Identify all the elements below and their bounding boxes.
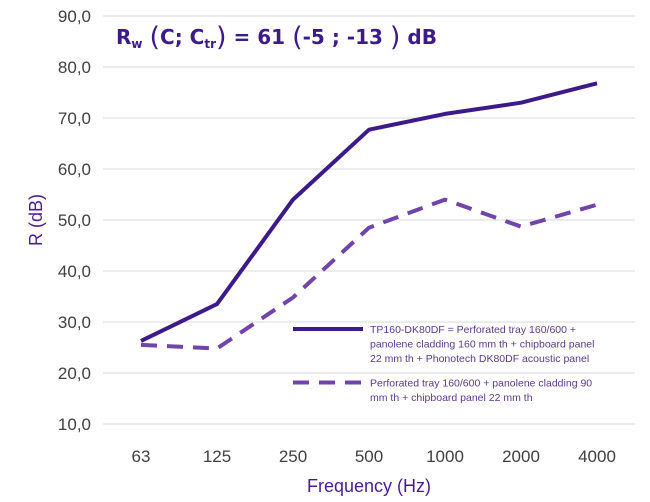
y-tick-label: 50,0 — [58, 211, 91, 230]
series-line-1 — [140, 81, 598, 343]
x-tick-label: 250 — [279, 447, 307, 466]
y-tick-label: 10,0 — [58, 415, 91, 434]
title-rw-value: 61 — [257, 25, 286, 49]
legend-label-2: mm th + chipboard panel 22 mm th — [370, 392, 533, 404]
x-tick-label: 500 — [355, 447, 383, 466]
x-tick-label: 4000 — [578, 447, 616, 466]
x-tick-label: 1000 — [426, 447, 464, 466]
title-close-paren: ) — [216, 22, 227, 53]
y-tick-label: 60,0 — [58, 160, 91, 179]
title-unit: dB — [407, 25, 437, 49]
chart-title: Rw (C; Ctr) = 61 (-5 ; -13 ) dB — [116, 22, 437, 53]
y-axis-title: R (dB) — [26, 194, 46, 246]
y-tick-label: 20,0 — [58, 364, 91, 383]
title-c2-sub: tr — [204, 37, 217, 51]
x-tick-label: 63 — [132, 447, 151, 466]
legend-label-1: TP160-DK80DF = Perforated tray 160/600 + — [370, 324, 576, 336]
y-tick-label: 80,0 — [58, 58, 91, 77]
title-close-paren-2: ) — [389, 22, 401, 53]
x-tick-label: 2000 — [502, 447, 540, 466]
series-lines — [140, 81, 598, 351]
legend-label-1: 22 mm th + Phonotech DK80DF acoustic pan… — [370, 353, 589, 365]
legend: TP160-DK80DF = Perforated tray 160/600 +… — [293, 324, 594, 404]
legend-label-2: Perforated tray 160/600 + panolene cladd… — [370, 378, 592, 390]
title-sep-2: ; — [331, 25, 340, 49]
y-tick-label: 70,0 — [58, 109, 91, 128]
grid — [103, 15, 635, 425]
legend-label-1: panolene cladding 160 mm th + chipboard … — [370, 339, 594, 351]
x-axis-ticks: 63 125 250 500 1000 2000 4000 — [132, 447, 616, 466]
title-open-paren-2: ( — [292, 22, 303, 53]
title-open-paren: ( — [149, 22, 161, 53]
x-axis-title: Frequency (Hz) — [307, 476, 431, 496]
title-c: C — [160, 25, 175, 49]
y-tick-label: 30,0 — [58, 313, 91, 332]
title-c2: C — [189, 25, 205, 49]
title-equals: = — [233, 25, 251, 49]
title-ctr-value: -13 — [346, 25, 383, 49]
y-tick-label: 40,0 — [58, 262, 91, 281]
title-r: R — [116, 25, 132, 49]
x-tick-label: 125 — [203, 447, 231, 466]
title-sep: ; — [174, 25, 183, 49]
y-tick-label: 90,0 — [58, 7, 91, 26]
y-axis-ticks: 10,0 20,0 30,0 40,0 50,0 60,0 70,0 80,0 90,0 — [58, 7, 91, 434]
title-c-value: -5 — [302, 25, 325, 49]
title-r-sub: w — [131, 37, 143, 51]
